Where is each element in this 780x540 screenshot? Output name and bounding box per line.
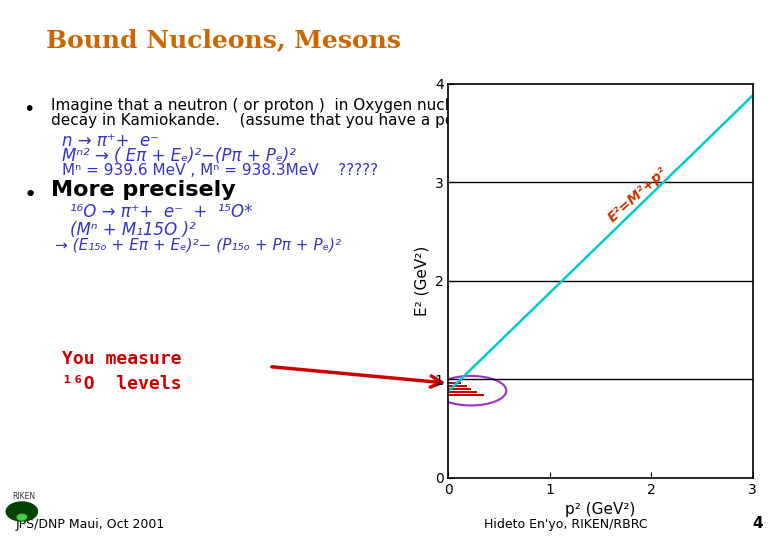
Text: → (Е₁₅ₒ + Eπ + Eₑ)²− (P₁₅ₒ + Pπ + Pₑ)²: → (Е₁₅ₒ + Eπ + Eₑ)²− (P₁₅ₒ + Pπ + Pₑ)² bbox=[55, 238, 341, 253]
Text: ¹⁶O → π⁺+  e⁻  +  ¹⁵O*: ¹⁶O → π⁺+ e⁻ + ¹⁵O* bbox=[70, 202, 253, 221]
Text: Bound Nucleons, Mesons: Bound Nucleons, Mesons bbox=[45, 29, 401, 52]
Text: JPS/DNP Maui, Oct 2001: JPS/DNP Maui, Oct 2001 bbox=[16, 518, 165, 531]
Text: RIKEN: RIKEN bbox=[12, 491, 36, 501]
Bar bbox=[448, 386, 466, 387]
Text: Imagine that a neutron ( or proton )  in Oxygen nuclei  made GUT: Imagine that a neutron ( or proton ) in … bbox=[51, 98, 553, 113]
X-axis label: p² (GeV²): p² (GeV²) bbox=[566, 502, 636, 517]
Text: Mⁿ = 939.6 MeV , Mⁿ = 938.3MeV    ?????: Mⁿ = 939.6 MeV , Mⁿ = 938.3MeV ????? bbox=[62, 163, 378, 178]
Bar bbox=[448, 391, 477, 393]
Text: decay in Kamiokande.    (assume that you have a perfect detector ): decay in Kamiokande. (assume that you ha… bbox=[51, 113, 570, 129]
Text: •: • bbox=[23, 185, 37, 205]
Text: ¹⁶O  levels: ¹⁶O levels bbox=[62, 375, 182, 393]
Text: Mⁿ² → ( Eπ + Eₑ)²−(Pπ + Pₑ)²: Mⁿ² → ( Eπ + Eₑ)²−(Pπ + Pₑ)² bbox=[62, 147, 296, 165]
Text: 4: 4 bbox=[753, 516, 764, 531]
Text: (Mⁿ + M₁15O )²: (Mⁿ + M₁15O )² bbox=[70, 221, 196, 239]
Bar bbox=[448, 388, 471, 390]
Text: Hideto En'yo, RIKEN/RBRC: Hideto En'yo, RIKEN/RBRC bbox=[484, 518, 647, 531]
Y-axis label: E² (GeV²): E² (GeV²) bbox=[414, 246, 429, 316]
Circle shape bbox=[6, 502, 37, 521]
Text: •: • bbox=[23, 100, 35, 119]
Text: You measure: You measure bbox=[62, 350, 182, 368]
Bar bbox=[448, 382, 461, 384]
Circle shape bbox=[17, 514, 27, 520]
Text: E²=M²+p²: E²=M²+p² bbox=[605, 164, 671, 225]
Text: n → π⁺+  e⁻: n → π⁺+ e⁻ bbox=[62, 132, 159, 150]
Bar bbox=[448, 394, 484, 396]
Text: More precisely: More precisely bbox=[51, 180, 236, 200]
